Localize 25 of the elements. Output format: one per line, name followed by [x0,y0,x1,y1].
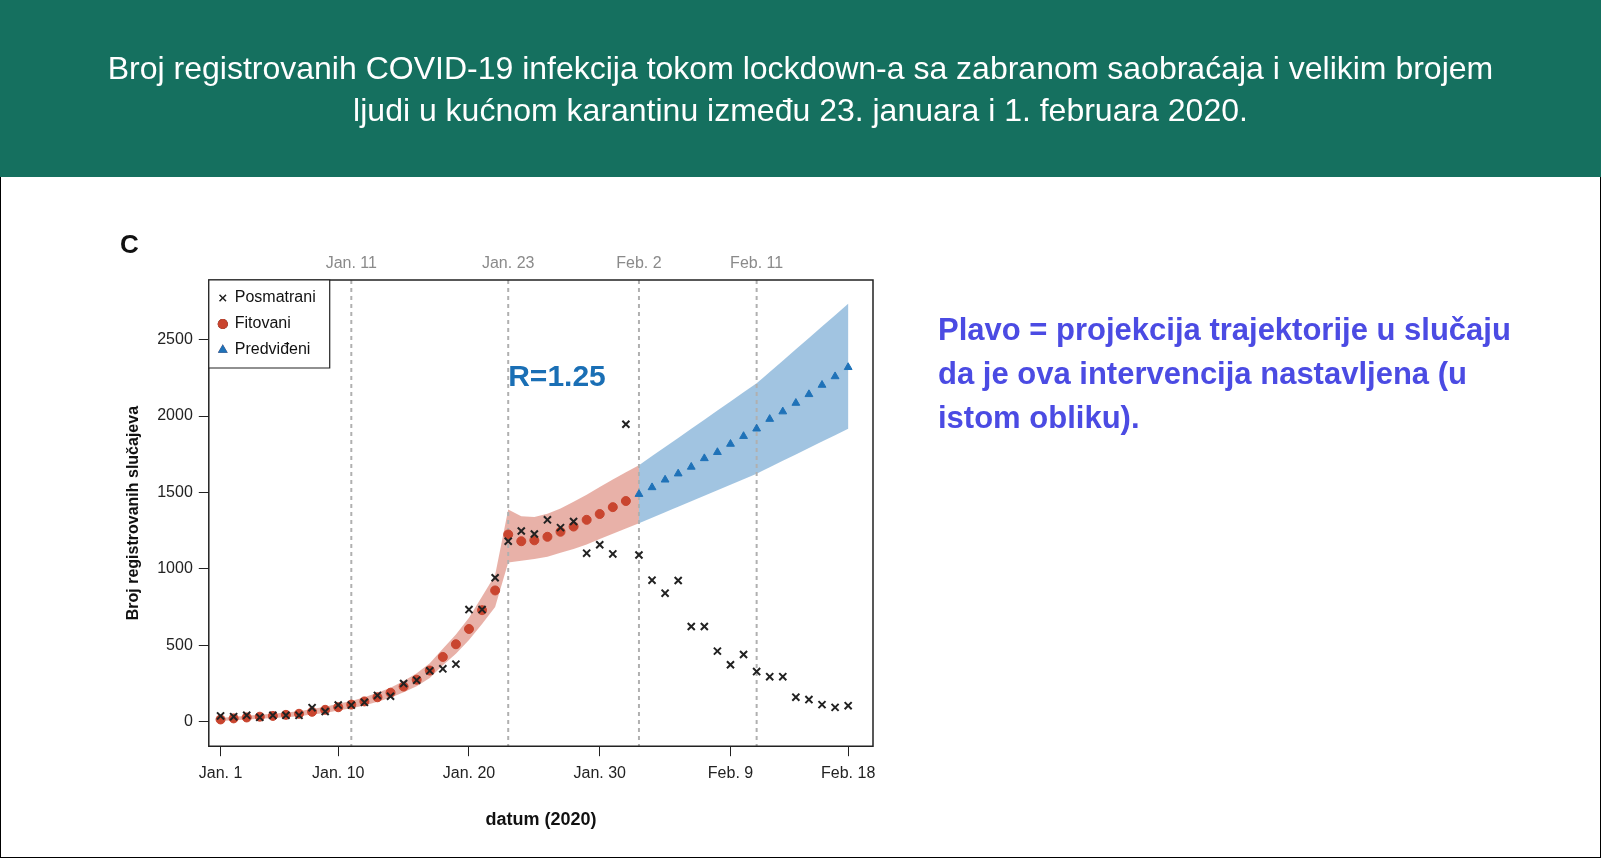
ref-line-label: Feb. 11 [730,254,784,272]
x-tick-label: Jan. 10 [311,764,365,782]
y-axis-title: Broj registrovanih slučajeva [124,405,142,621]
x-tick-label: Jan. 30 [573,764,627,782]
x-tick-label: Jan. 1 [198,764,243,782]
legend-label: Predviđeni [234,340,311,358]
y-tick-label: 2000 [157,406,193,424]
annotation: R=1.25 [508,359,606,393]
chart-title: Broj registrovanih COVID-19 infekcija tokom lockdown-a sa zabranom saobraćaja i velikim brojem ljudi u kućnom karantinu između 23. januara i 1. februara 2020. [106,48,1495,130]
ref-line-label: Feb. 2 [616,254,662,272]
y-tick-label: 0 [183,712,193,730]
y-tick-label: 2500 [157,330,193,348]
y-tick-label: 500 [166,635,193,653]
text: Plavo = projekcija trajektorije u slučaju da je ova intervencija nastavljena (u istom obliku). [938,311,1512,437]
legend-label: Posmatrani [234,288,316,306]
ref-line-label: Jan. 23 [481,254,535,272]
x-tick-label: Jan. 20 [442,764,496,782]
text: C [120,229,139,260]
y-tick-label: 1500 [157,482,193,500]
x-tick-label: Feb. 18 [821,764,876,782]
ref-line-label: Jan. 11 [325,254,378,272]
x-tick-label: Feb. 9 [707,764,754,782]
legend-label: Fitovani [234,314,291,332]
x-axis-title: datum (2020) [485,809,597,830]
y-tick-label: 1000 [157,559,193,577]
